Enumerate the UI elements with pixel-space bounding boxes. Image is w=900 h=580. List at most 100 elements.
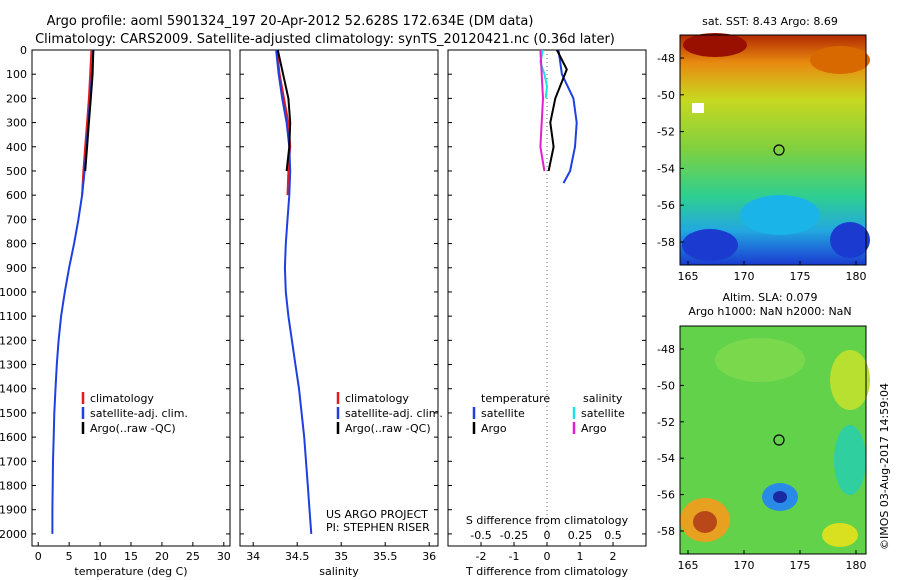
temperature-series-line: [84, 49, 95, 172]
salinity-series-line: [275, 49, 313, 534]
salinity-series-line: [276, 49, 292, 172]
temperature-tick-label: 30: [217, 550, 231, 563]
map-lat-tick-label: -54: [657, 452, 675, 465]
map-lat-tick-label: -48: [657, 343, 675, 356]
s-difference-axis: -0.5 -0.25 0 0.25 0.5: [470, 529, 621, 542]
temperature-panel-frame: [31, 49, 231, 547]
map-lat-tick-label: -50: [657, 89, 675, 102]
pi-note: PI: STEPHEN RISER: [326, 521, 430, 534]
t-difference-tick-label: 2: [610, 550, 617, 563]
legend-label-s-argo: Argo: [581, 422, 607, 435]
sla-patch: [715, 338, 805, 382]
depth-tick-label: 0: [20, 44, 27, 57]
t-difference-label: T difference from climatology: [465, 565, 628, 578]
depth-tick-label: 1800: [0, 480, 27, 493]
salinity-tick-label: 36: [422, 550, 436, 563]
sla-map-frame: [679, 325, 867, 555]
sst-map-x-axis: 165 170 175 180: [678, 261, 867, 283]
temperature-tick-label: 15: [124, 550, 138, 563]
map-lon-tick-label: 170: [734, 559, 755, 572]
project-note: US ARGO PROJECT: [326, 508, 428, 521]
legend-title-salinity: salinity: [583, 392, 623, 405]
depth-tick-label: 1000: [0, 286, 27, 299]
depth-tick-label: 1300: [0, 359, 27, 372]
sla-patch: [773, 491, 787, 503]
sla-patch: [822, 523, 858, 547]
depth-tick-label: 600: [6, 189, 27, 202]
difference-legend: temperature salinity satellite Argo sate…: [472, 392, 625, 435]
map-lat-tick-label: -54: [657, 162, 675, 175]
temperature-tick-label: 5: [66, 550, 73, 563]
sla-map-x-axis: 165 170 175 180: [678, 550, 867, 572]
s-difference-tick-label: 0.5: [604, 529, 622, 542]
map-lat-tick-label: -48: [657, 52, 675, 65]
depth-tick-label: 700: [6, 213, 27, 226]
depth-tick-label: 200: [6, 92, 27, 105]
sla-patch: [693, 511, 717, 533]
s-difference-tick-label: 0.25: [568, 529, 593, 542]
map-lon-tick-label: 175: [790, 270, 811, 283]
depth-tick-label: 900: [6, 262, 27, 275]
legend-label-argo: Argo(..raw -QC): [345, 422, 431, 435]
map-lat-tick-label: -58: [657, 525, 675, 538]
map-lat-tick-label: -52: [657, 416, 675, 429]
legend-label-satellite: satellite-adj. clim.: [90, 407, 188, 420]
salinity-tick-label: 35: [334, 550, 348, 563]
temperature-tick-label: 25: [186, 550, 200, 563]
legend-label-t-satellite: satellite: [481, 407, 525, 420]
salinity-x-axis: 34 34.5 35 35.5 36: [246, 542, 436, 563]
s-difference-tick-label: 0: [544, 529, 551, 542]
map-lon-tick-label: 175: [790, 559, 811, 572]
sst-warm-patch: [810, 46, 870, 74]
legend-title-temperature: temperature: [481, 392, 550, 405]
header-line2: Climatology: CARS2009. Satellite-adjuste…: [35, 32, 615, 47]
map-lat-tick-label: -56: [657, 199, 675, 212]
sla-patch: [830, 350, 870, 410]
legend-label-t-argo: Argo: [481, 422, 507, 435]
s-difference-label: S difference from climatology: [466, 514, 629, 527]
temperature-tick-label: 0: [35, 550, 42, 563]
temperature-tick-label: 20: [155, 550, 169, 563]
sst-cold-patch: [740, 195, 820, 235]
temperature-x-axis: 0 5 10 15 20 25 30: [35, 542, 231, 563]
s-difference-tick-label: -0.5: [470, 529, 491, 542]
legend-label-argo: Argo(..raw -QC): [90, 422, 176, 435]
legend-label-climatology: climatology: [90, 392, 154, 405]
map-lat-tick-label: -56: [657, 489, 675, 502]
t-difference-tick-label: 0: [544, 550, 551, 563]
legend-label-s-satellite: satellite: [581, 407, 625, 420]
map-lon-tick-label: 165: [678, 559, 699, 572]
salinity-tick-label: 34.5: [285, 550, 310, 563]
legend-label-satellite: satellite-adj. clim.: [345, 407, 443, 420]
salinity-panel-frame: [239, 49, 439, 547]
map-lat-tick-label: -52: [657, 126, 675, 139]
sst-map-y-axis: -48 -50 -52 -54 -56 -58: [657, 52, 684, 249]
sla-map: [679, 325, 870, 555]
map-lon-tick-label: 165: [678, 270, 699, 283]
salinity-tick-label: 35.5: [373, 550, 398, 563]
sla-patch: [834, 425, 866, 495]
t-difference-tick-label: -2: [476, 550, 487, 563]
sla-map-title: Altim. SLA: 0.079: [722, 291, 817, 304]
t-difference-axis: -2 -1 0 1 2: [476, 542, 617, 563]
temperature-legend: climatology satellite-adj. clim. Argo(..…: [81, 392, 188, 435]
depth-tick-label: 1900: [0, 504, 27, 517]
map-lat-tick-label: -58: [657, 236, 675, 249]
profile-location-marker: [773, 434, 785, 446]
depth-tick-label: 800: [6, 238, 27, 251]
depth-tick-label: 1100: [0, 310, 27, 323]
salinity-legend: climatology satellite-adj. clim. Argo(..…: [336, 392, 443, 435]
header-line1: Argo profile: aoml 5901324_197 20-Apr-20…: [47, 14, 534, 29]
depth-tick-label: 1500: [0, 407, 27, 420]
difference-lines: [539, 49, 578, 184]
depth-tick-label: 1200: [0, 334, 27, 347]
t-difference-argo-line: [547, 49, 568, 172]
s-difference-tick-label: -0.25: [500, 529, 528, 542]
sst-map-title: sat. SST: 8.43 Argo: 8.69: [702, 15, 838, 28]
profile-location-marker: [773, 144, 785, 156]
salinity-axis-label: salinity: [319, 565, 359, 578]
depth-tick-label: 1700: [0, 455, 27, 468]
salinity-lines: [275, 49, 313, 534]
sla-map-subtitle: Argo h1000: NaN h2000: NaN: [688, 305, 851, 318]
sst-cold-patch: [830, 222, 870, 258]
